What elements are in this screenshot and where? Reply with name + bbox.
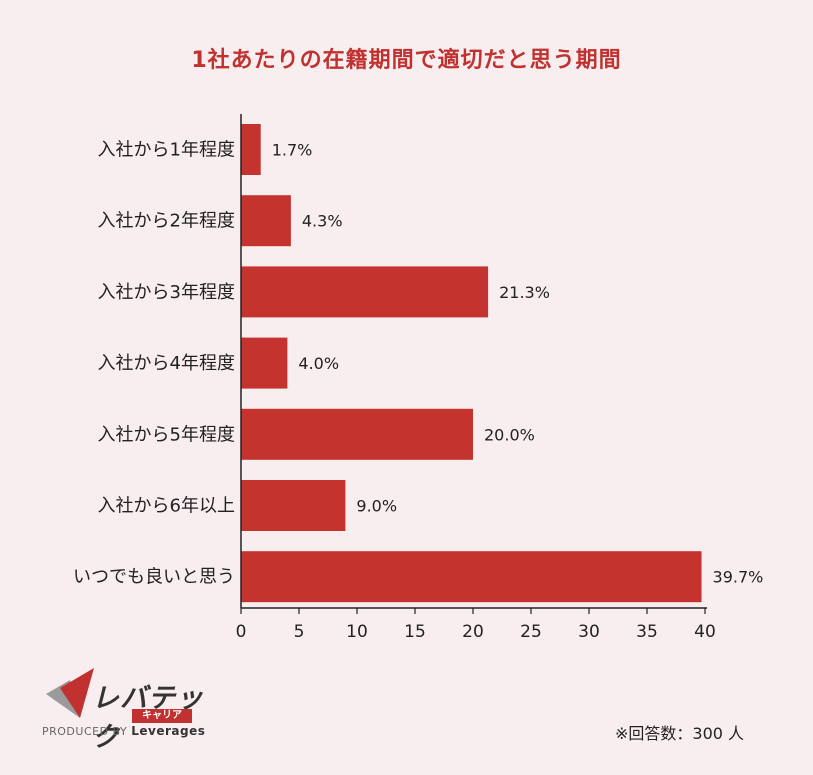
x-tick-label: 20 (462, 622, 484, 642)
x-tick-label: 40 (694, 622, 716, 642)
data-label: 21.3% (499, 283, 550, 302)
category-label: 入社から3年程度 (98, 282, 235, 303)
category-label: いつでも良いと思う (73, 567, 235, 588)
data-label: 20.0% (484, 425, 535, 444)
x-tick-label: 5 (294, 622, 305, 642)
x-tick-label: 15 (404, 622, 426, 642)
bar (241, 551, 702, 603)
company-name: Leverages (131, 724, 206, 738)
logo-mark-icon (46, 668, 94, 718)
bar (241, 337, 288, 389)
logo-produced-by: PRODUCED BY Leverages (42, 724, 205, 738)
x-tick-label: 25 (520, 622, 542, 642)
category-label: 入社から4年程度 (98, 353, 235, 374)
x-tick-label: 35 (636, 622, 658, 642)
bar (241, 266, 489, 318)
category-label: 入社から2年程度 (98, 211, 235, 232)
bar (241, 408, 473, 460)
bar (241, 124, 261, 175)
respondent-note: ※回答数：300 人 (615, 724, 745, 743)
bar (241, 480, 346, 531)
category-label: 入社から6年以上 (98, 496, 235, 517)
logo-brand-text: レバテック (92, 683, 204, 753)
x-tick-label: 10 (346, 622, 368, 642)
brand-logo: レバテック キャリア PRODUCED BY Leverages (40, 668, 230, 753)
data-label: 4.0% (298, 354, 339, 373)
data-label: 39.7% (713, 568, 764, 587)
bar (241, 195, 291, 247)
category-label: 入社から1年程度 (98, 140, 235, 161)
logo-sub-text: キャリア (132, 709, 192, 723)
x-tick-label: 30 (578, 622, 600, 642)
bar-chart: 入社から1年程度 1.7% 入社から2年程度 4.3% 入社から3年程度 21.3% 入社か… (73, 114, 764, 642)
x-tick-label: 0 (236, 622, 247, 642)
data-label: 4.3% (302, 212, 343, 231)
category-label: 入社から5年程度 (98, 424, 235, 445)
data-label: 1.7% (272, 141, 313, 160)
produced-by-text: PRODUCED BY (42, 725, 128, 738)
data-label: 9.0% (356, 497, 397, 516)
chart-title: 1社あたりの在籍期間で適切だと思う期間 (191, 48, 622, 73)
